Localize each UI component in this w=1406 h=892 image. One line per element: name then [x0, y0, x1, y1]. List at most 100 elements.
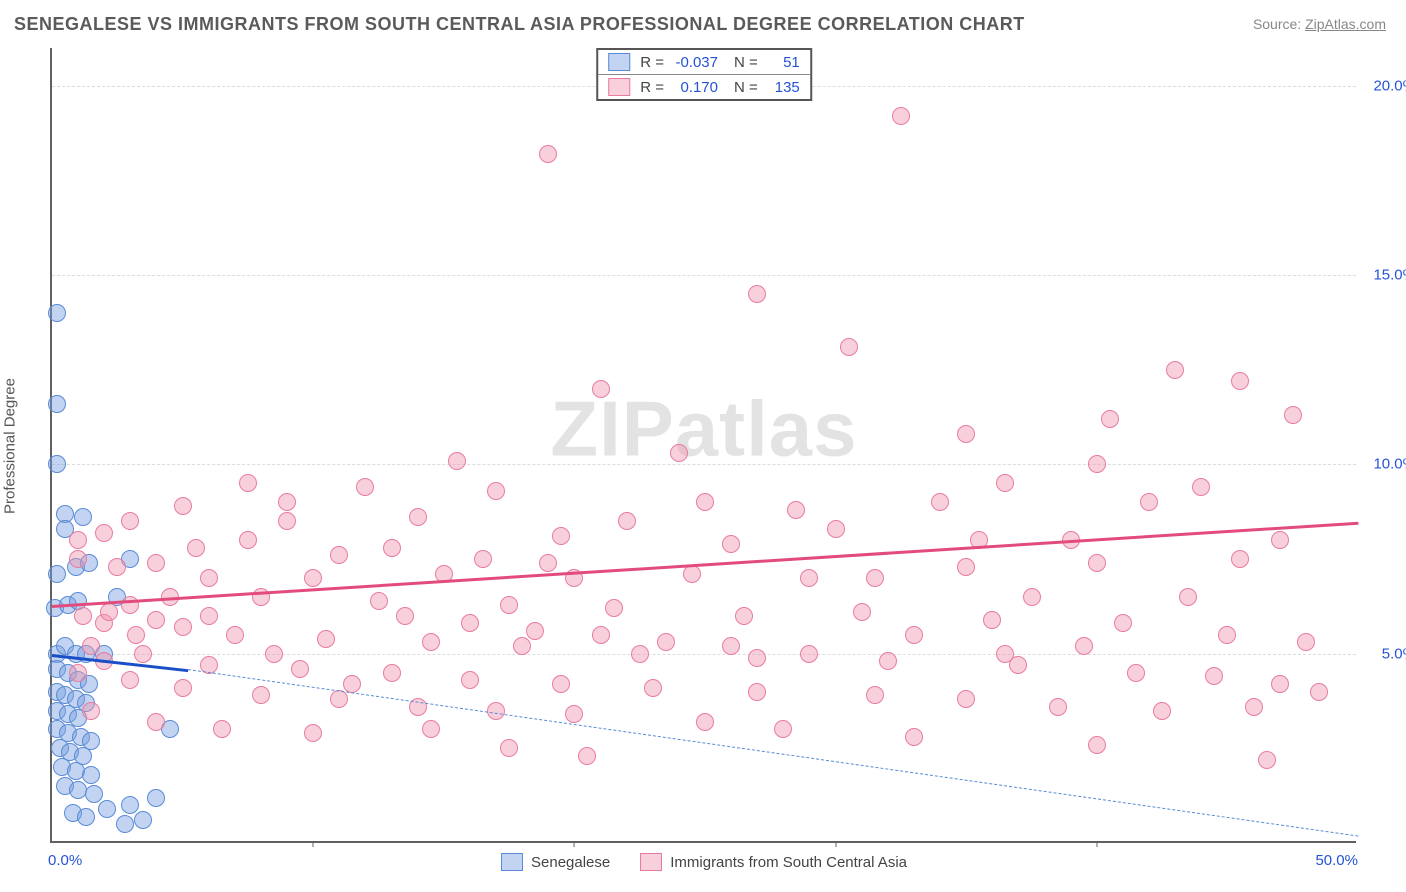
legend-item: Senegalese: [501, 853, 610, 871]
scatter-point: [448, 452, 466, 470]
scatter-point: [100, 603, 118, 621]
source-link[interactable]: ZipAtlas.com: [1305, 16, 1386, 32]
scatter-point: [74, 607, 92, 625]
scatter-point: [500, 739, 518, 757]
scatter-point: [735, 607, 753, 625]
scatter-point: [1271, 675, 1289, 693]
scatter-point: [291, 660, 309, 678]
scatter-point: [82, 766, 100, 784]
chart-container: SENEGALESE VS IMMIGRANTS FROM SOUTH CENT…: [0, 0, 1406, 892]
scatter-point: [787, 501, 805, 519]
scatter-point: [1153, 702, 1171, 720]
scatter-point: [513, 637, 531, 655]
scatter-point: [461, 614, 479, 632]
scatter-point: [748, 649, 766, 667]
scatter-point: [1231, 550, 1249, 568]
scatter-point: [983, 611, 1001, 629]
correlation-legend: R =-0.037N =51R =0.170N =135: [596, 48, 812, 101]
legend-label: Immigrants from South Central Asia: [670, 854, 907, 871]
x-tick-mark: [313, 841, 314, 847]
scatter-point: [800, 569, 818, 587]
n-value: 135: [764, 79, 800, 96]
scatter-point: [1192, 478, 1210, 496]
n-label: N =: [734, 54, 758, 71]
scatter-point: [1023, 588, 1041, 606]
scatter-point: [1284, 406, 1302, 424]
gridline: [52, 275, 1356, 276]
scatter-point: [48, 565, 66, 583]
scatter-point: [127, 626, 145, 644]
r-label: R =: [640, 54, 664, 71]
scatter-point: [1297, 633, 1315, 651]
scatter-point: [722, 535, 740, 553]
scatter-point: [1231, 372, 1249, 390]
gridline: [52, 464, 1356, 465]
scatter-point: [121, 796, 139, 814]
scatter-point: [866, 686, 884, 704]
scatter-point: [98, 800, 116, 818]
scatter-point: [304, 724, 322, 742]
x-tick-label: 50.0%: [1315, 852, 1358, 869]
x-tick-mark: [835, 841, 836, 847]
scatter-point: [1258, 751, 1276, 769]
n-value: 51: [764, 54, 800, 71]
legend-stat-row: R =-0.037N =51: [598, 50, 810, 74]
scatter-point: [200, 607, 218, 625]
legend-swatch: [501, 853, 523, 871]
y-tick-label: 5.0%: [1361, 645, 1406, 662]
scatter-point: [552, 527, 570, 545]
scatter-point: [1179, 588, 1197, 606]
scatter-point: [121, 512, 139, 530]
scatter-point: [330, 546, 348, 564]
scatter-point: [356, 478, 374, 496]
n-label: N =: [734, 79, 758, 96]
legend-stat-row: R =0.170N =135: [598, 74, 810, 99]
scatter-point: [722, 637, 740, 655]
scatter-point: [330, 690, 348, 708]
r-label: R =: [640, 79, 664, 96]
scatter-point: [82, 637, 100, 655]
scatter-point: [487, 702, 505, 720]
scatter-point: [77, 808, 95, 826]
scatter-point: [592, 626, 610, 644]
scatter-point: [827, 520, 845, 538]
scatter-point: [957, 558, 975, 576]
scatter-point: [147, 789, 165, 807]
scatter-point: [1075, 637, 1093, 655]
scatter-point: [121, 671, 139, 689]
scatter-point: [1218, 626, 1236, 644]
scatter-point: [748, 683, 766, 701]
scatter-point: [370, 592, 388, 610]
scatter-point: [774, 720, 792, 738]
gridline: [52, 654, 1356, 655]
scatter-point: [174, 497, 192, 515]
x-tick-label: 0.0%: [48, 852, 82, 869]
scatter-point: [85, 785, 103, 803]
scatter-point: [69, 550, 87, 568]
scatter-point: [866, 569, 884, 587]
scatter-point: [1271, 531, 1289, 549]
scatter-point: [69, 531, 87, 549]
scatter-point: [1101, 410, 1119, 428]
scatter-point: [317, 630, 335, 648]
scatter-point: [500, 596, 518, 614]
scatter-point: [1205, 667, 1223, 685]
scatter-point: [657, 633, 675, 651]
scatter-point: [931, 493, 949, 511]
scatter-point: [696, 713, 714, 731]
scatter-point: [200, 569, 218, 587]
scatter-point: [539, 145, 557, 163]
scatter-point: [526, 622, 544, 640]
series-legend: Senegalese Immigrants from South Central …: [501, 853, 907, 871]
scatter-point: [121, 596, 139, 614]
scatter-point: [147, 713, 165, 731]
legend-swatch: [608, 53, 630, 71]
scatter-point: [592, 380, 610, 398]
scatter-point: [670, 444, 688, 462]
scatter-point: [147, 554, 165, 572]
scatter-point: [1088, 736, 1106, 754]
legend-label: Senegalese: [531, 854, 610, 871]
scatter-point: [82, 702, 100, 720]
scatter-point: [396, 607, 414, 625]
scatter-point: [800, 645, 818, 663]
